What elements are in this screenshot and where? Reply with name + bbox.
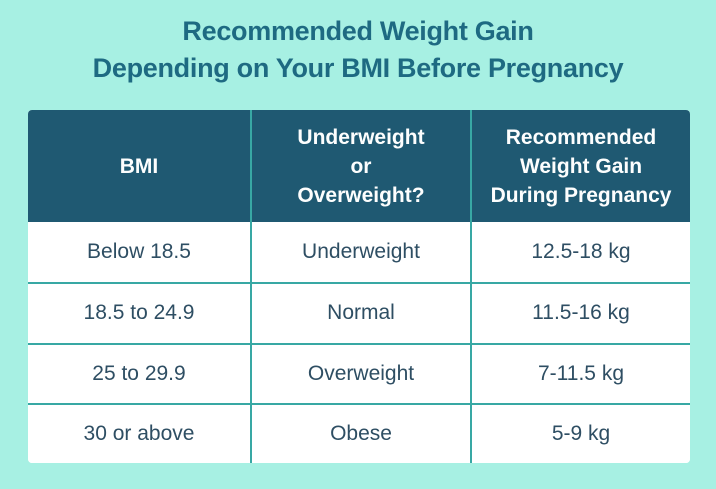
page-title: Recommended Weight Gain Depending on Your… (0, 0, 716, 87)
cell-weight-status: Normal (250, 282, 470, 343)
cell-weight-gain: 5-9 kg (470, 402, 690, 463)
cell-bmi-range: 30 or above (28, 402, 250, 463)
cell-weight-status: Obese (250, 402, 470, 463)
page-title-line-1: Recommended Weight Gain (182, 16, 534, 46)
cell-bmi-range: 18.5 to 24.9 (28, 282, 250, 343)
cell-bmi-range: 25 to 29.9 (28, 342, 250, 403)
cell-weight-gain: 12.5-18 kg (470, 222, 690, 283)
header-cell-gain: Recommended Weight Gain During Pregnancy (470, 110, 690, 222)
cell-weight-gain: 7-11.5 kg (470, 342, 690, 403)
header-cell-bmi: BMI (28, 110, 250, 222)
cell-weight-gain: 11.5-16 kg (470, 282, 690, 343)
bmi-weight-gain-table: BMI Underweight or Overweight? Recommend… (28, 110, 690, 463)
cell-bmi-range: Below 18.5 (28, 222, 250, 283)
header-cell-category: Underweight or Overweight? (250, 110, 470, 222)
cell-weight-status: Overweight (250, 342, 470, 403)
cell-weight-status: Underweight (250, 222, 470, 283)
page-title-line-2: Depending on Your BMI Before Pregnancy (92, 53, 624, 83)
